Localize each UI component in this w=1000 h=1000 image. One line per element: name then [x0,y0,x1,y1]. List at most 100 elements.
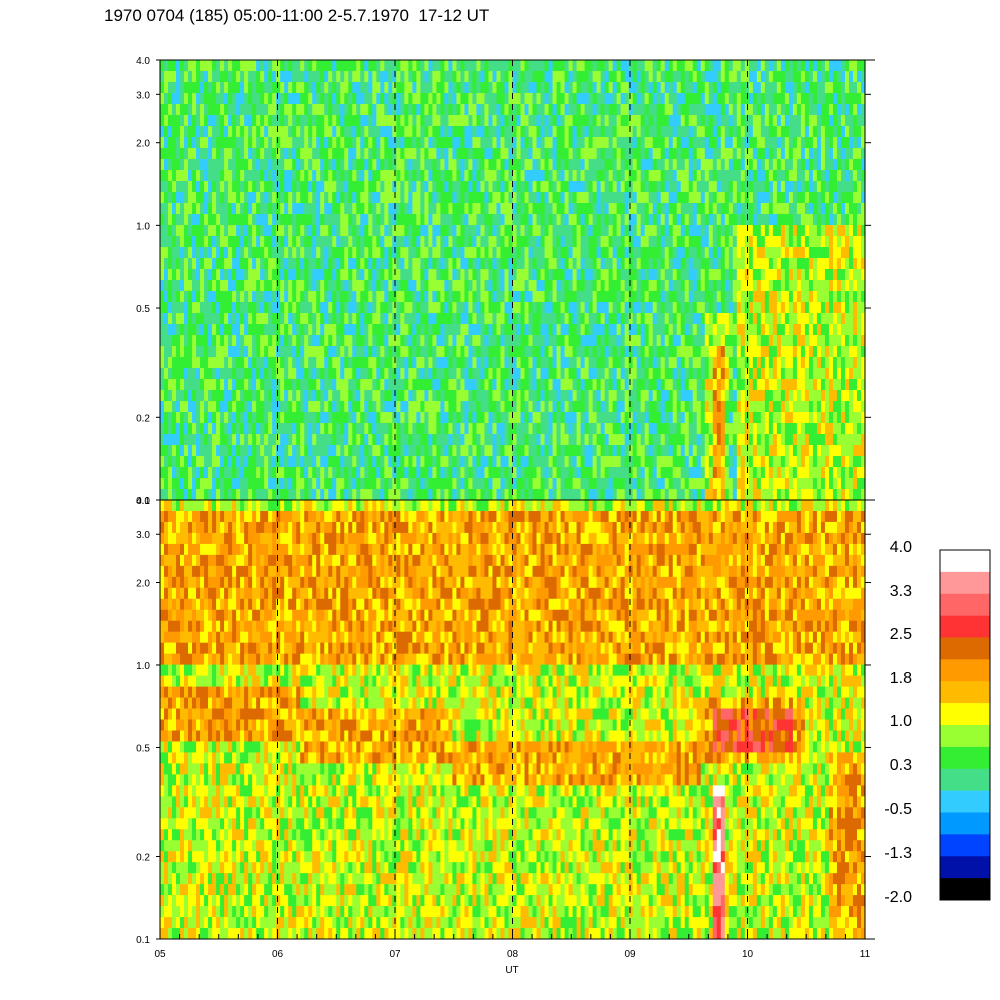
heatmap-cell [580,302,586,314]
heatmap-cell [360,280,365,292]
heatmap-cell [548,104,553,116]
heatmap-cell [300,357,305,369]
heatmap-cell [536,390,541,402]
heatmap-cell [584,489,590,500]
heatmap-cell [232,445,237,457]
heatmap-cell [504,335,509,347]
heatmap-cell [520,126,525,138]
heatmap-cell [552,434,557,446]
heatmap-cell [284,280,289,292]
heatmap-cell [524,104,529,116]
heatmap-cell [576,423,581,435]
heatmap-cell [620,126,626,138]
heatmap-cell [288,324,293,336]
heatmap-cell [560,302,565,314]
heatmap-cell [544,324,549,336]
heatmap-cell [516,60,521,72]
heatmap-cell [340,148,345,160]
heatmap-cell [308,236,313,248]
heatmap-cell [572,159,577,171]
heatmap-cell [584,214,590,226]
heatmap-cell [412,192,417,204]
heatmap-cell [456,60,461,72]
heatmap-cell [480,467,485,479]
heatmap-cell [208,203,213,215]
heatmap-cell [628,291,634,303]
heatmap-cell [532,192,537,204]
heatmap-cell [212,170,217,182]
heatmap-cell [264,467,269,479]
heatmap-cell [344,456,349,468]
heatmap-cell [648,159,654,171]
heatmap-cell [188,192,193,204]
heatmap-cell [308,467,313,479]
heatmap-cell [216,280,221,292]
heatmap-cell [460,467,465,479]
heatmap-cell [632,489,638,500]
heatmap-cell [460,269,465,281]
heatmap-cell [368,467,373,479]
heatmap-cell [164,60,169,72]
heatmap-cell [244,104,249,116]
heatmap-cell [448,302,453,314]
heatmap-cell [396,335,401,347]
heatmap-cell [568,214,573,226]
heatmap-cell [428,412,433,424]
heatmap-cell [308,71,313,83]
heatmap-cell [204,280,209,292]
heatmap-cell [632,159,638,171]
heatmap-cell [180,269,185,281]
heatmap-cell [436,456,441,468]
heatmap-cell [276,82,281,94]
heatmap-cell [372,214,377,226]
heatmap-cell [380,423,385,435]
heatmap-cell [384,236,389,248]
heatmap-cell [352,170,357,182]
heatmap-cell [588,137,594,149]
heatmap-cell [480,357,485,369]
heatmap-cell [576,368,581,380]
heatmap-cell [452,170,457,182]
heatmap-cell [380,203,385,215]
heatmap-cell [576,467,581,479]
heatmap-cell [168,412,173,424]
heatmap-cell [388,93,393,105]
heatmap-cell [284,357,289,369]
heatmap-cell [160,225,165,237]
heatmap-cell [292,368,297,380]
heatmap-cell [340,269,345,281]
heatmap-cell [312,335,317,347]
heatmap-cell [532,82,537,94]
heatmap-cell [292,478,297,490]
heatmap-cell [356,412,361,424]
heatmap-cell [604,115,610,127]
heatmap-cell [240,368,245,380]
heatmap-cell [168,434,173,446]
heatmap-cell [360,423,365,435]
heatmap-cell [504,489,509,500]
heatmap-cell [592,302,598,314]
heatmap-cell [544,258,549,270]
heatmap-cell [356,368,361,380]
heatmap-cell [484,60,489,72]
heatmap-cell [628,60,634,72]
heatmap-cell [216,434,221,446]
heatmap-cell [260,412,265,424]
heatmap-cell [368,115,373,127]
heatmap-cell [256,203,261,215]
heatmap-cell [556,434,561,446]
heatmap-cell [328,148,333,160]
heatmap-cell [624,247,630,259]
heatmap-cell [556,126,561,138]
heatmap-cell [492,203,497,215]
heatmap-cell [432,401,437,413]
heatmap-cell [652,456,658,468]
heatmap-cell [568,313,573,325]
heatmap-cell [168,93,173,105]
heatmap-cell [432,379,437,391]
heatmap-cell [372,236,377,248]
heatmap-cell [492,412,497,424]
heatmap-cell [356,82,361,94]
heatmap-cell [300,335,305,347]
heatmap-cell [288,126,293,138]
